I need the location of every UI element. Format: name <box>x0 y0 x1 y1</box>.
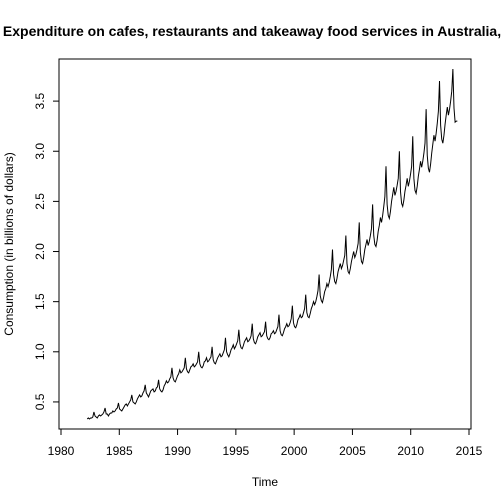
consumption-series-line <box>86 68 458 420</box>
y-tick-label: 1.0 <box>33 343 47 360</box>
x-tick-label: 2000 <box>281 444 308 458</box>
x-axis: 1980 1985 1990 1995 2000 2005 2010 2015 <box>48 428 483 458</box>
plot-frame <box>58 58 472 430</box>
x-tick-label: 2005 <box>339 444 366 458</box>
x-tick-label: 1995 <box>223 444 250 458</box>
x-tick-label: 2015 <box>456 444 483 458</box>
x-tick-label: 1985 <box>106 444 133 458</box>
chart-title: Expenditure on cafes, restaurants and ta… <box>3 23 501 39</box>
x-tick-label: 1980 <box>48 444 75 458</box>
y-tick-label: 0.5 <box>33 393 47 410</box>
y-axis: 0.5 1.0 1.5 2.0 2.5 3.0 3.5 <box>33 92 60 410</box>
y-tick-label: 2.5 <box>33 193 47 210</box>
x-tick-label: 2010 <box>397 444 424 458</box>
x-tick-label: 1990 <box>164 444 191 458</box>
y-tick-label: 3.5 <box>33 92 47 109</box>
y-tick-label: 2.0 <box>33 243 47 260</box>
x-axis-title: Time <box>252 475 279 489</box>
y-tick-label: 1.5 <box>33 293 47 310</box>
y-axis-title: Consumption (in billions of dollars) <box>2 152 16 335</box>
y-tick-label: 3.0 <box>33 143 47 160</box>
